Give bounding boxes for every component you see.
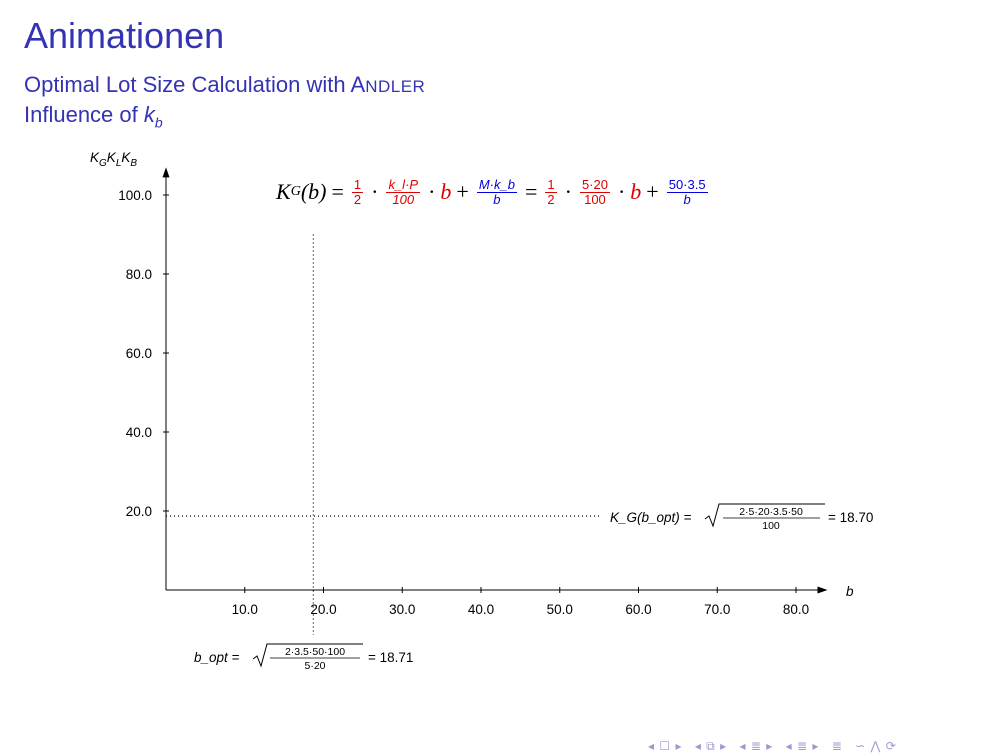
nav-frame-icon[interactable]: ◂ ☐ ▸ (648, 739, 682, 753)
beamer-navigation: ◂ ☐ ▸ ◂ ⧉ ▸ ◂ ≣ ▸ ◂ ≣ ▸ ≣ ∽ ⋀ ⟳ (648, 739, 905, 754)
nav-section-icon[interactable]: ◂ ≣ ▸ (739, 739, 773, 753)
b-opt-label: b_opt = (194, 650, 240, 665)
kg-opt-radicand-den: 100 (762, 520, 780, 532)
nav-subsection-icon[interactable]: ◂ ⧉ ▸ (695, 739, 727, 753)
nav-toc-icon[interactable]: ≣ (832, 739, 843, 753)
kg-opt-label: K_G(b_opt) = (610, 510, 692, 525)
b-opt-value: = 18.71 (368, 650, 413, 665)
kg-opt-radicand-num: 2·5·20·3.5·50 (739, 506, 803, 518)
b-opt-radicand-den: 5·20 (304, 660, 325, 672)
kg-opt-value: = 18.70 (828, 510, 873, 525)
nav-search-icon[interactable]: ∽ ⋀ ⟳ (855, 739, 897, 753)
nav-slide-icon[interactable]: ◂ ≣ ▸ (786, 739, 820, 753)
b-opt-radicand-num: 2·3.5·50·100 (285, 646, 345, 658)
